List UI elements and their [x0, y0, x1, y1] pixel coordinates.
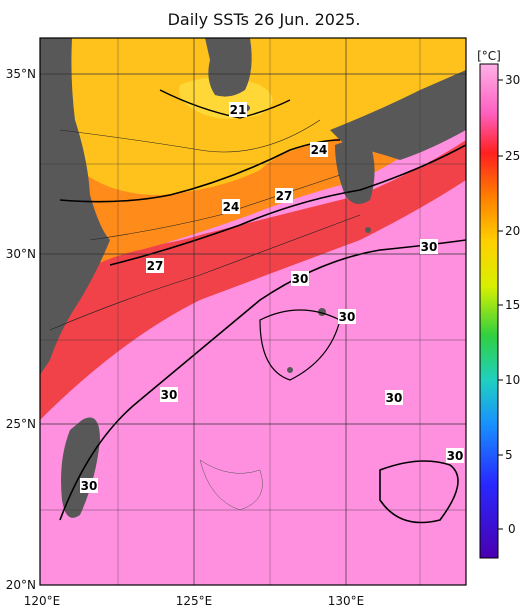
- lat-label: 20°N: [6, 578, 36, 592]
- svg-text:30: 30: [447, 449, 464, 463]
- svg-text:30: 30: [292, 272, 309, 286]
- land-china: [40, 38, 110, 375]
- isotherm-minor: [59, 119, 321, 153]
- isotherm-minor: [49, 214, 361, 331]
- colorbar-scale: [479, 63, 499, 559]
- svg-text:30: 30: [161, 388, 178, 402]
- svg-text:27: 27: [276, 189, 293, 203]
- svg-text:24: 24: [223, 200, 240, 214]
- graticule: [40, 38, 466, 585]
- svg-text:30: 30: [421, 240, 438, 254]
- svg-text:27: 27: [147, 259, 164, 273]
- svg-text:24: 24: [311, 143, 328, 157]
- isotherm-minor: [199, 459, 263, 511]
- isotherm-label: 24: [310, 142, 328, 157]
- isotherm-label: 30: [160, 387, 178, 402]
- colorbar-tick: 25: [505, 149, 520, 163]
- colorbar-tick: 0: [508, 522, 516, 536]
- colorbar: [°C] 30 25 20 15 10 5 0: [477, 49, 520, 559]
- isotherm-labels: 21 24 24 27 27 30 30 30 30 30 30 30: [80, 102, 464, 493]
- isotherm-label: 24: [222, 199, 240, 214]
- isotherm-label: 30: [420, 239, 438, 254]
- lat-labels: 35°N 30°N 25°N 20°N: [6, 67, 36, 592]
- colorbar-tick: 30: [505, 73, 520, 87]
- kuroshio-band: [40, 140, 466, 420]
- svg-text:21: 21: [230, 103, 247, 117]
- isotherm-27: [109, 144, 466, 266]
- svg-text:30: 30: [339, 310, 356, 324]
- map-border: [39, 37, 467, 586]
- svg-text:30: 30: [386, 391, 403, 405]
- lon-label: 120°E: [24, 594, 61, 608]
- colorbar-tick: 20: [505, 224, 520, 238]
- lat-label: 25°N: [6, 417, 36, 431]
- lat-label: 30°N: [6, 247, 36, 261]
- colorbar-tick: 15: [505, 298, 520, 312]
- land-island: [365, 227, 371, 233]
- isotherm-label: 27: [275, 188, 293, 203]
- isotherm-label: 30: [291, 271, 309, 286]
- lon-labels: 120°E 125°E 130°E: [24, 594, 365, 608]
- isotherm-30: [59, 239, 466, 521]
- isotherm-30-loop: [379, 460, 459, 524]
- map-title: Daily SSTs 26 Jun. 2025.: [167, 10, 361, 29]
- isotherm-label: 27: [146, 258, 164, 273]
- isotherm-label: 30: [385, 390, 403, 405]
- lon-label: 125°E: [176, 594, 213, 608]
- isotherm-label: 30: [338, 309, 356, 324]
- lon-label: 130°E: [328, 594, 365, 608]
- colorbar-tick: 5: [505, 448, 513, 462]
- isotherm-label: 21: [229, 102, 247, 117]
- isotherm-label: 30: [80, 478, 98, 493]
- lat-label: 35°N: [6, 67, 36, 81]
- svg-text:30: 30: [81, 479, 98, 493]
- colorbar-tick: 10: [505, 373, 520, 387]
- map-area: [40, 38, 466, 585]
- isotherm-30-loop: [259, 309, 341, 381]
- colorbar-unit: [°C]: [477, 49, 501, 63]
- land-japan: [330, 70, 466, 160]
- land-korea: [205, 38, 252, 97]
- yellow-sea: [60, 38, 466, 195]
- isotherm-label: 30: [446, 448, 464, 463]
- isotherm-24: [59, 139, 341, 203]
- isotherm-21: [159, 89, 291, 119]
- land-island: [287, 367, 293, 373]
- isotherm-minor: [89, 174, 341, 241]
